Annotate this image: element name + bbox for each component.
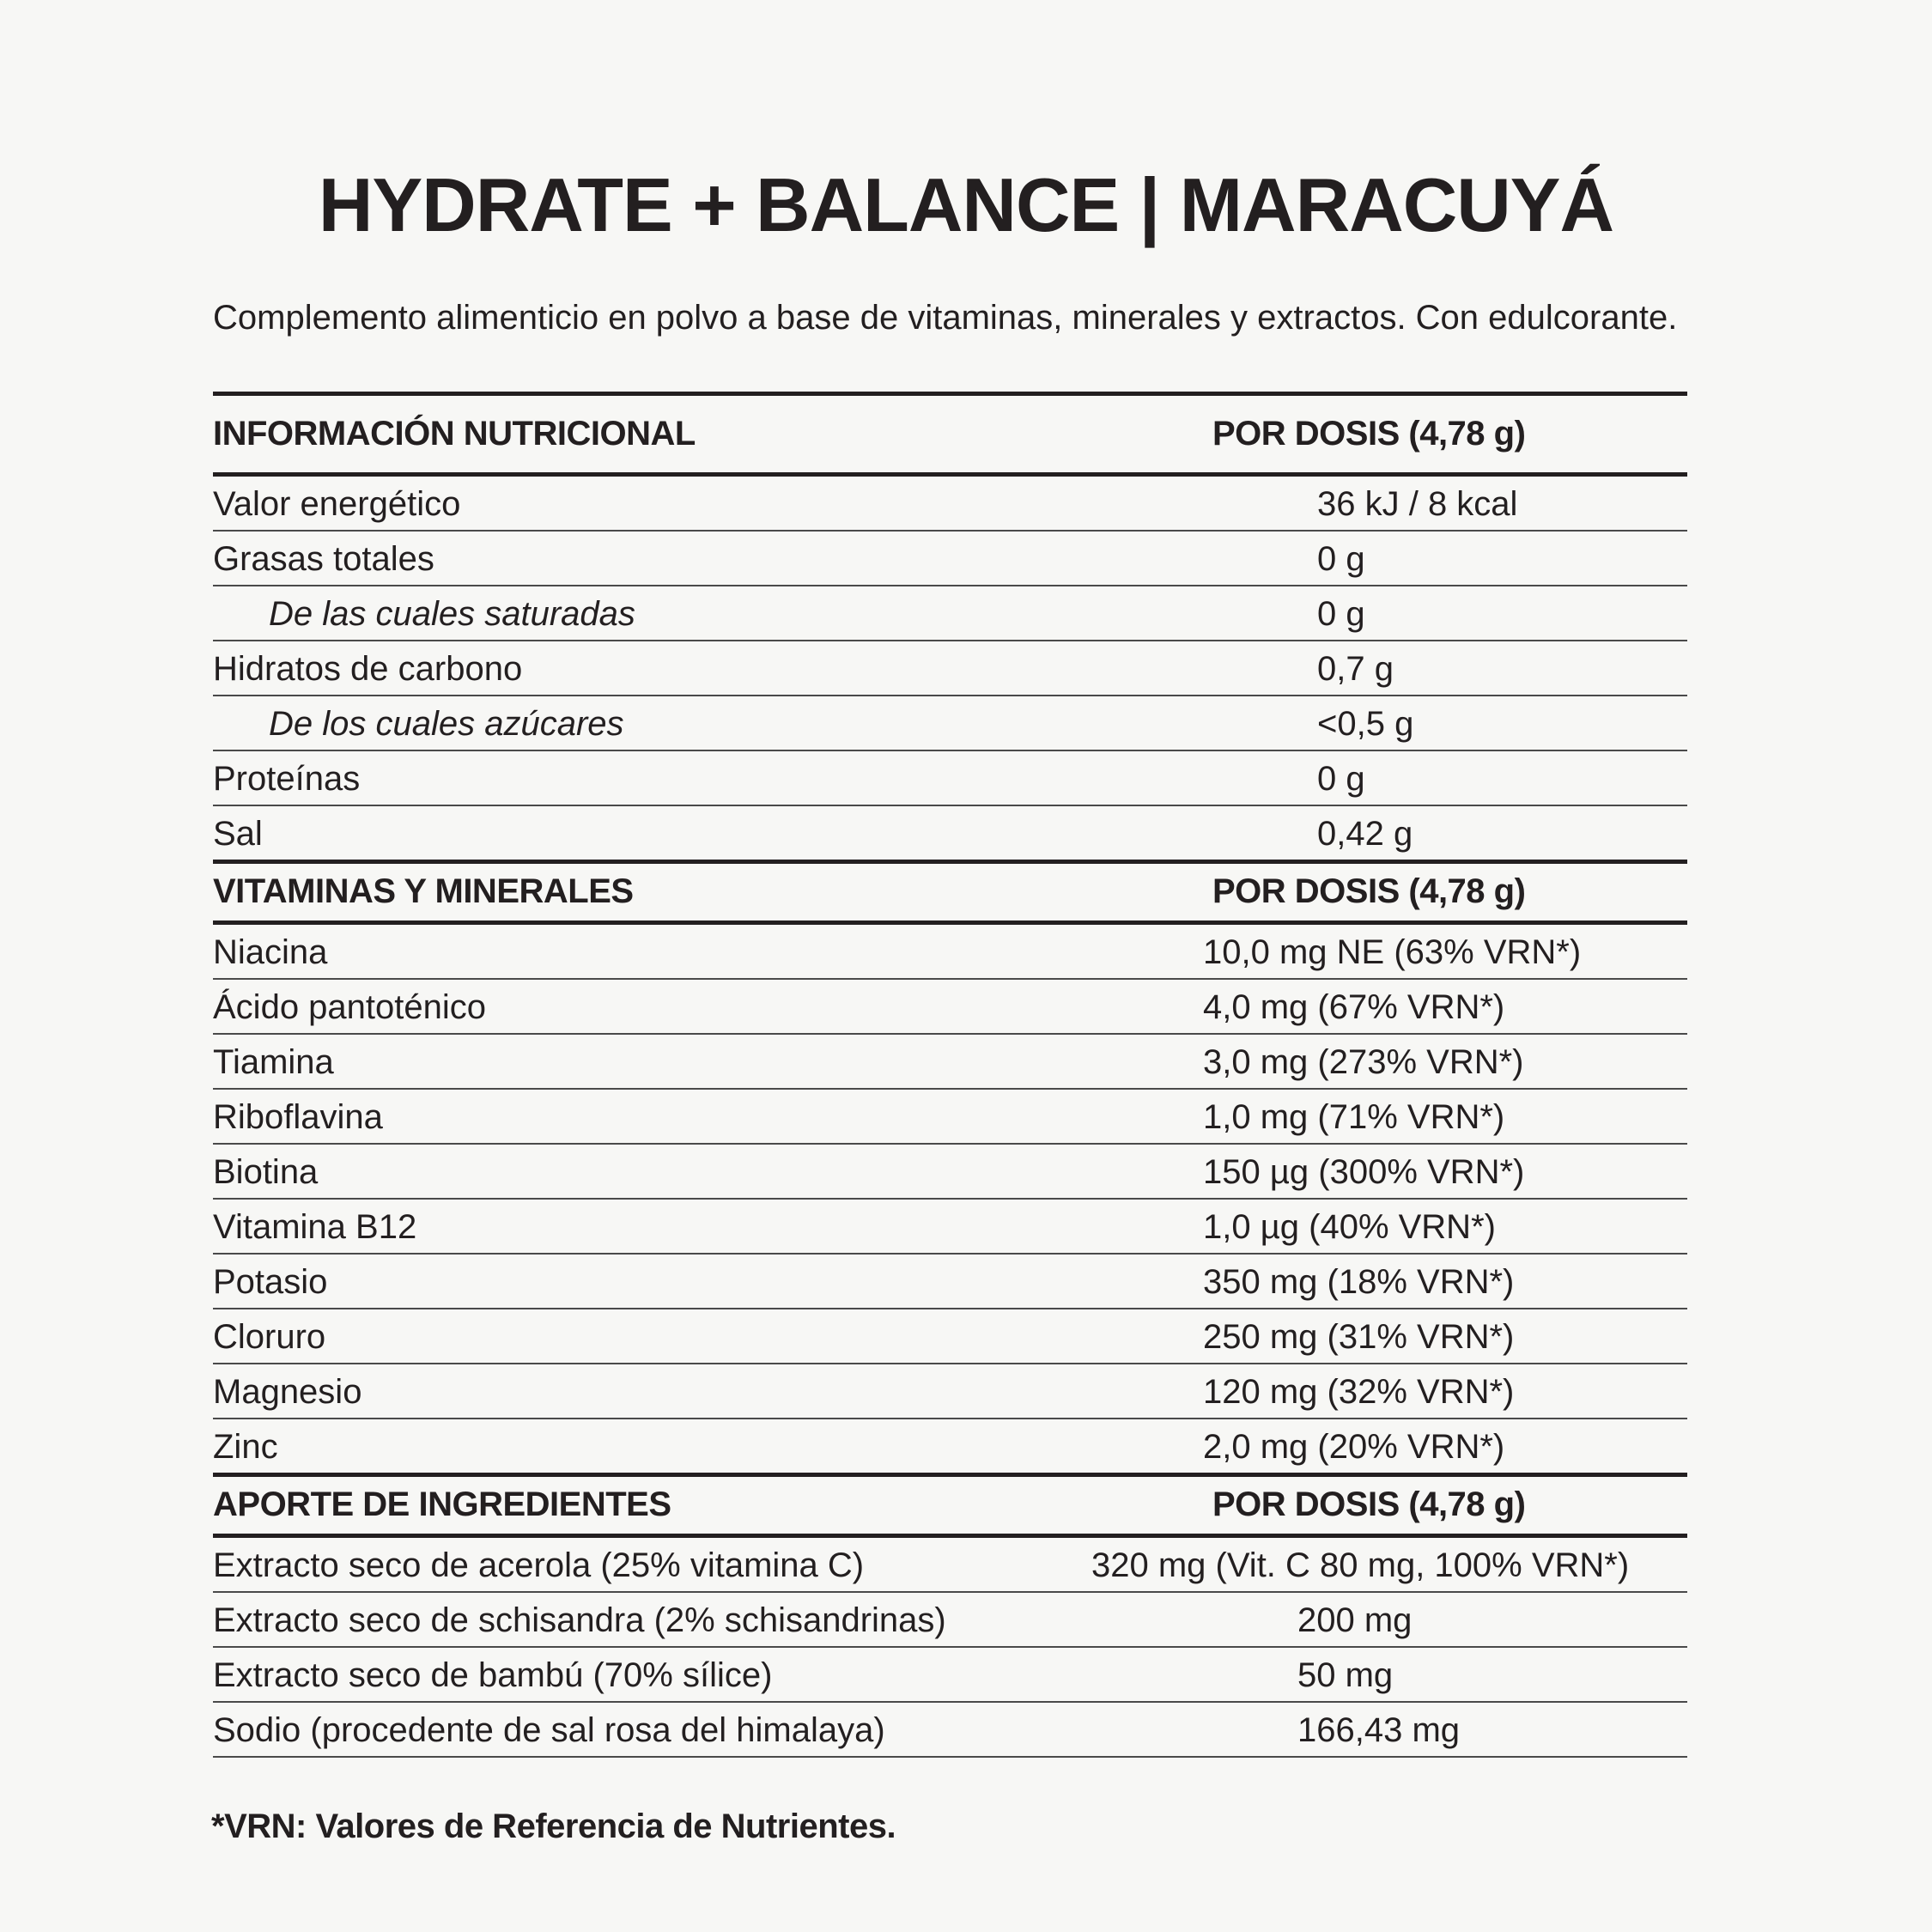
section-title: INFORMACIÓN NUTRICIONAL [213, 415, 696, 453]
row-value: 0 g [1317, 595, 1365, 633]
row-label: Proteínas [213, 760, 361, 798]
row-value: 0,7 g [1317, 650, 1394, 688]
table-row: Extracto seco de schisandra (2% schisand… [213, 1593, 1687, 1648]
row-label: Riboflavina [213, 1098, 383, 1136]
divider [213, 1534, 1687, 1538]
divider [213, 860, 1687, 864]
row-value: 50 mg [1297, 1656, 1394, 1694]
footnote: *VRN: Valores de Referencia de Nutriente… [211, 1807, 896, 1845]
table-row: Magnesio 120 mg (32% VRN*) [213, 1364, 1687, 1419]
row-label: De los cuales azúcares [269, 705, 624, 743]
section-title: VITAMINAS Y MINERALES [213, 872, 634, 910]
table-row: Grasas totales 0 g [213, 532, 1687, 586]
table-row: Sodio (procedente de sal rosa del himala… [213, 1703, 1687, 1758]
row-label: Extracto seco de schisandra (2% schisand… [213, 1601, 946, 1639]
row-label: Sal [213, 815, 263, 853]
table-row: De las cuales saturadas 0 g [213, 586, 1687, 641]
row-label: Vitamina B12 [213, 1208, 417, 1246]
row-label: Zinc [213, 1428, 278, 1466]
row-label: De las cuales saturadas [269, 595, 635, 633]
row-label: Grasas totales [213, 540, 434, 578]
row-value: 36 kJ / 8 kcal [1317, 485, 1518, 523]
row-value: 150 µg (300% VRN*) [1203, 1153, 1525, 1191]
row-label: Potasio [213, 1263, 328, 1301]
divider [213, 392, 1687, 396]
row-label: Valor energético [213, 485, 461, 523]
row-label: Cloruro [213, 1318, 326, 1356]
row-label: Ácido pantoténico [213, 988, 487, 1026]
table-row: Extracto seco de bambú (70% sílice) 50 mg [213, 1648, 1687, 1703]
row-label: Hidratos de carbono [213, 650, 523, 688]
row-label: Biotina [213, 1153, 319, 1191]
row-value: 1,0 µg (40% VRN*) [1203, 1208, 1496, 1246]
row-label: Extracto seco de bambú (70% sílice) [213, 1656, 773, 1694]
row-value: 0 g [1317, 760, 1365, 798]
divider [213, 1473, 1687, 1477]
row-value: 2,0 mg (20% VRN*) [1203, 1428, 1505, 1466]
row-value: 120 mg (32% VRN*) [1203, 1373, 1515, 1411]
table-row: Biotina 150 µg (300% VRN*) [213, 1145, 1687, 1200]
table-row: Riboflavina 1,0 mg (71% VRN*) [213, 1090, 1687, 1145]
table-row: Sal 0,42 g [213, 806, 1687, 860]
section-header-nutrition: INFORMACIÓN NUTRICIONAL POR DOSIS (4,78 … [213, 396, 1687, 472]
table-row: Vitamina B12 1,0 µg (40% VRN*) [213, 1200, 1687, 1255]
table-row: Cloruro 250 mg (31% VRN*) [213, 1309, 1687, 1364]
column-header: POR DOSIS (4,78 g) [1212, 872, 1526, 910]
nutrition-table: INFORMACIÓN NUTRICIONAL POR DOSIS (4,78 … [213, 392, 1687, 1758]
table-row: Valor energético 36 kJ / 8 kcal [213, 477, 1687, 532]
row-value: 350 mg (18% VRN*) [1203, 1263, 1515, 1301]
table-row: Extracto seco de acerola (25% vitamina C… [213, 1538, 1687, 1593]
table-row: Potasio 350 mg (18% VRN*) [213, 1255, 1687, 1309]
divider [213, 920, 1687, 925]
column-header: POR DOSIS (4,78 g) [1212, 1485, 1526, 1523]
row-value: <0,5 g [1317, 705, 1414, 743]
product-title: HYDRATE + BALANCE | MARACUYÁ [318, 162, 1614, 247]
table-row: Niacina 10,0 mg NE (63% VRN*) [213, 925, 1687, 980]
row-value: 200 mg [1297, 1601, 1413, 1639]
row-value: 0 g [1317, 540, 1365, 578]
table-row: Ácido pantoténico 4,0 mg (67% VRN*) [213, 980, 1687, 1035]
row-label: Magnesio [213, 1373, 362, 1411]
row-value: 10,0 mg NE (63% VRN*) [1203, 933, 1582, 971]
row-value: 4,0 mg (67% VRN*) [1203, 988, 1505, 1026]
row-value: 0,42 g [1317, 815, 1413, 853]
row-value: 3,0 mg (273% VRN*) [1203, 1043, 1524, 1081]
table-row: Tiamina 3,0 mg (273% VRN*) [213, 1035, 1687, 1090]
section-title: APORTE DE INGREDIENTES [213, 1485, 671, 1523]
row-value: 1,0 mg (71% VRN*) [1203, 1098, 1505, 1136]
table-row: De los cuales azúcares <0,5 g [213, 696, 1687, 751]
column-header: POR DOSIS (4,78 g) [1212, 415, 1526, 453]
table-row: Hidratos de carbono 0,7 g [213, 641, 1687, 696]
vitamin-rows: Niacina 10,0 mg NE (63% VRN*) Ácido panto… [213, 925, 1687, 1473]
row-label: Niacina [213, 933, 328, 971]
product-description: Complemento alimenticio en polvo a base … [213, 299, 1678, 337]
row-label: Sodio (procedente de sal rosa del himala… [213, 1711, 885, 1749]
section-header-ingredients: APORTE DE INGREDIENTES POR DOSIS (4,78 g… [213, 1477, 1687, 1534]
table-row: Zinc 2,0 mg (20% VRN*) [213, 1419, 1687, 1473]
row-value: 166,43 mg [1297, 1711, 1461, 1749]
ingredient-rows: Extracto seco de acerola (25% vitamina C… [213, 1538, 1687, 1758]
row-label: Tiamina [213, 1043, 334, 1081]
nutrition-rows: Valor energético 36 kJ / 8 kcal Grasas to… [213, 477, 1687, 860]
table-row: Proteínas 0 g [213, 751, 1687, 806]
section-header-vitamins: VITAMINAS Y MINERALES POR DOSIS (4,78 g) [213, 864, 1687, 920]
row-value: 320 mg (Vit. C 80 mg, 100% VRN*) [1091, 1546, 1630, 1584]
row-value: 250 mg (31% VRN*) [1203, 1318, 1515, 1356]
row-label: Extracto seco de acerola (25% vitamina C… [213, 1546, 865, 1584]
divider [213, 472, 1687, 477]
